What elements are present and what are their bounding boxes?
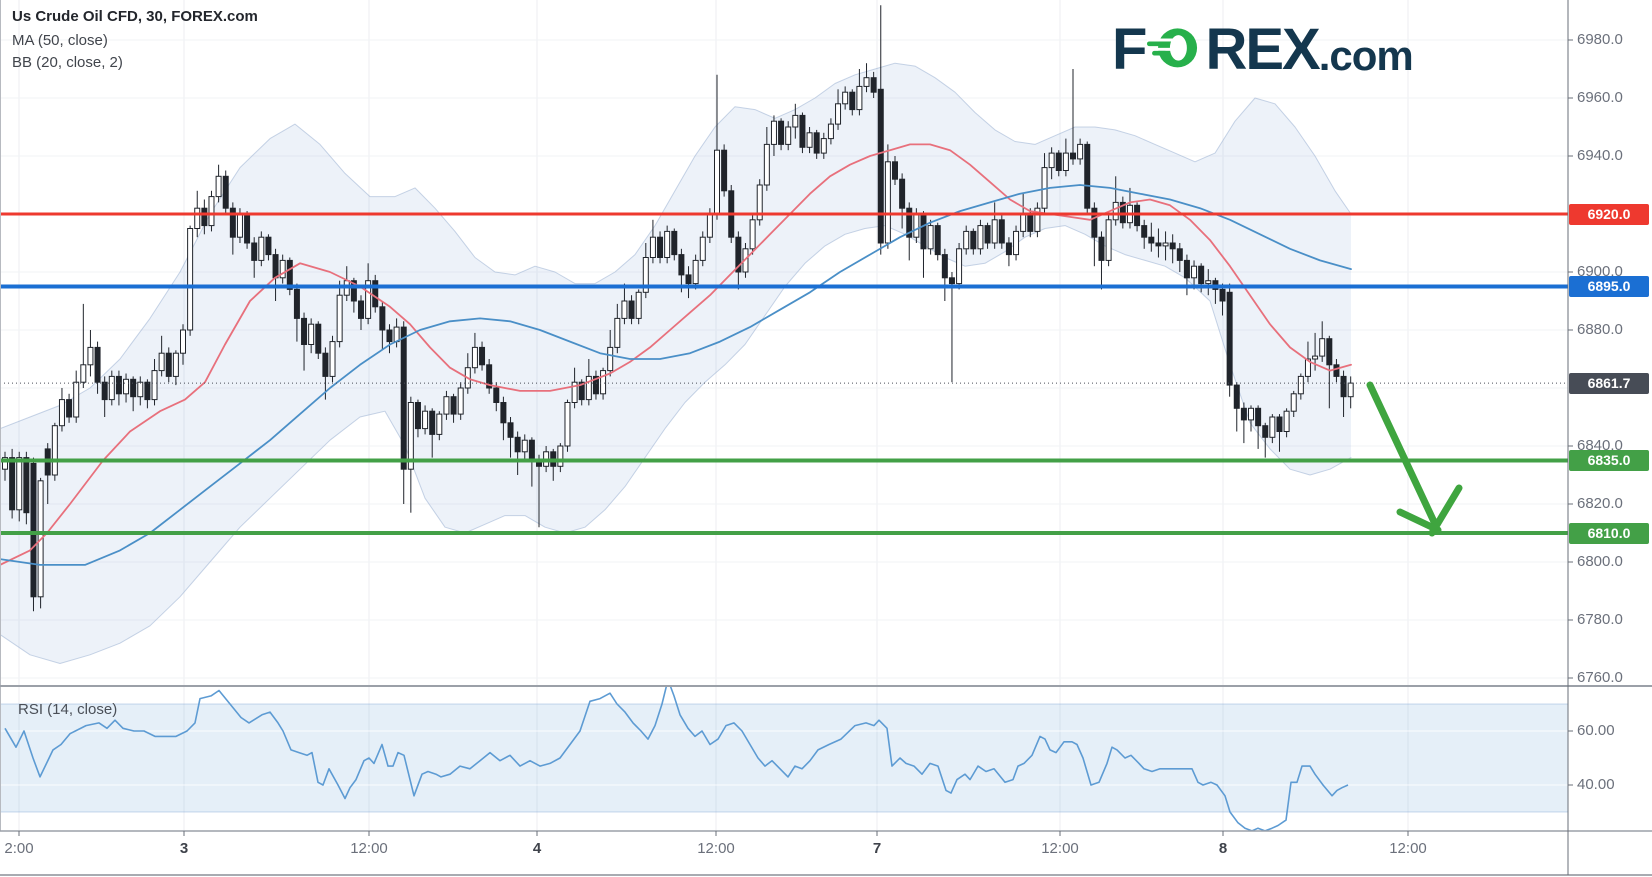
logo-text-rex: REX: [1205, 17, 1320, 82]
forex-logo: F REX .com: [1112, 16, 1414, 83]
time-axis-label: 7: [872, 840, 882, 857]
price-axis-tick: 6760.0: [1577, 669, 1623, 686]
time-axis-label: 3: [179, 840, 189, 857]
symbol-title[interactable]: Us Crude Oil CFD, 30, FOREX.com: [12, 8, 258, 25]
price-level-chip-6810.0[interactable]: 6810.0: [1569, 522, 1649, 544]
price-axis-tick: 6880.0: [1577, 321, 1623, 338]
price-axis-tick: 6980.0: [1577, 31, 1623, 48]
legend: Us Crude Oil CFD, 30, FOREX.com MA (50, …: [12, 8, 258, 74]
price-axis-tick: 6900.0: [1577, 263, 1623, 280]
price-axis-tick: 6800.0: [1577, 553, 1623, 570]
price-axis-tick: 6820.0: [1577, 495, 1623, 512]
last-price-chip[interactable]: 6861.7: [1569, 372, 1649, 394]
logo-text-f: F: [1112, 17, 1147, 82]
time-axis-label: 2:00: [4, 840, 34, 857]
time-axis-label: 4: [532, 840, 542, 857]
logo-text-com: .com: [1318, 32, 1414, 79]
time-axis-label: 12:00: [350, 840, 388, 857]
time-axis-label: 8: [1218, 840, 1228, 857]
logo-o-icon: [1147, 19, 1203, 80]
price-level-chip-6895.0[interactable]: 6895.0: [1569, 276, 1649, 297]
price-level-chip-6920.0[interactable]: 6920.0: [1569, 203, 1649, 225]
time-axis-label: 12:00: [697, 840, 735, 857]
rsi-axis-tick: 40.00: [1577, 776, 1615, 793]
ma-indicator-label[interactable]: MA (50, close): [12, 32, 108, 49]
price-level-chip-6835.0[interactable]: 6835.0: [1569, 450, 1649, 471]
rsi-indicator-label[interactable]: RSI (14, close): [18, 701, 118, 718]
time-axis-label: 12:00: [1389, 840, 1427, 857]
price-axis-tick: 6960.0: [1577, 89, 1623, 106]
price-axis-tick: 6840.0: [1577, 437, 1623, 454]
bb-indicator-label[interactable]: BB (20, close, 2): [12, 54, 123, 71]
price-axis-tick: 6940.0: [1577, 147, 1623, 164]
rsi-axis-tick: 60.00: [1577, 722, 1615, 739]
time-axis-label: 12:00: [1041, 840, 1079, 857]
price-axis-tick: 6780.0: [1577, 611, 1623, 628]
